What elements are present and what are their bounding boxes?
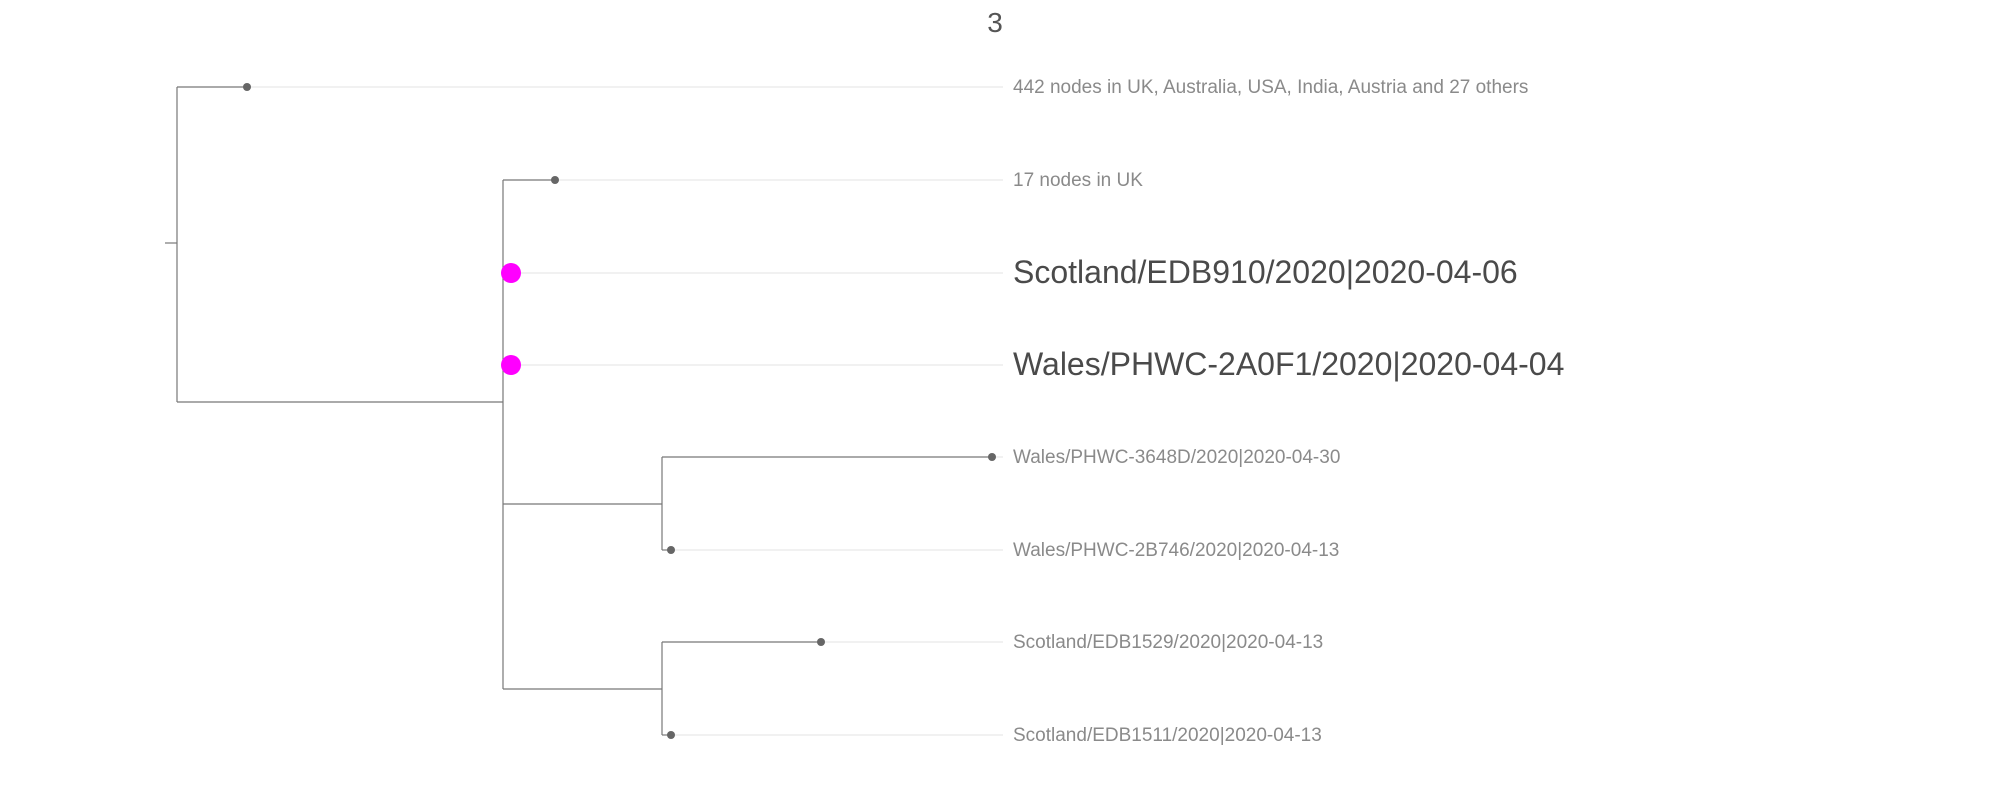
highlighted-tip-node	[501, 263, 521, 283]
tip-label: Scotland/EDB1511/2020|2020-04-13	[1013, 725, 1322, 746]
tree-branches	[165, 86, 992, 736]
guide-lines	[247, 86, 1003, 736]
tip-node	[551, 176, 559, 184]
tip-label: Scotland/EDB1529/2020|2020-04-13	[1013, 632, 1323, 653]
tip-label: 442 nodes in UK, Australia, USA, India, …	[1013, 77, 1528, 98]
tip-label: Wales/PHWC-2B746/2020|2020-04-13	[1013, 540, 1339, 561]
tree-title: 3	[987, 7, 1003, 38]
tip-node	[817, 638, 825, 646]
highlighted-tip-node	[501, 355, 521, 375]
tip-node	[243, 83, 251, 91]
tip-label: Scotland/EDB910/2020|2020-04-06	[1013, 254, 1518, 290]
tip-label: Wales/PHWC-2A0F1/2020|2020-04-04	[1013, 346, 1564, 382]
tip-node	[667, 546, 675, 554]
tip-node	[988, 453, 996, 461]
tip-node	[667, 731, 675, 739]
tip-nodes	[243, 83, 996, 739]
tip-label: Wales/PHWC-3648D/2020|2020-04-30	[1013, 447, 1340, 468]
tip-label: 17 nodes in UK	[1013, 170, 1143, 191]
tip-labels: 442 nodes in UK, Australia, USA, India, …	[1013, 77, 1564, 746]
